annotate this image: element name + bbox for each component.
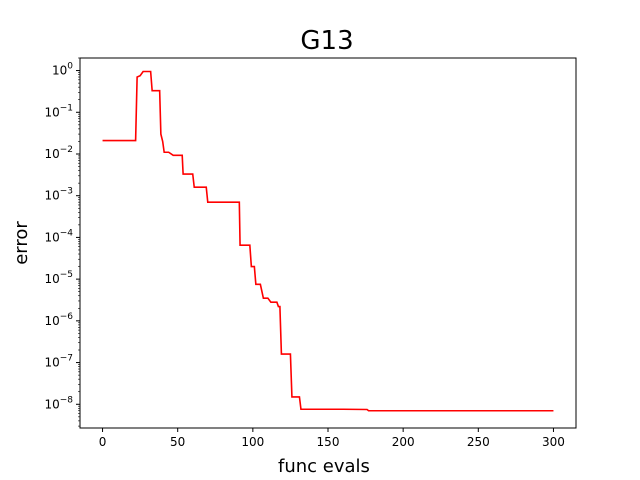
y-tick-base: 10: [44, 147, 59, 161]
x-tick-label: 150: [317, 435, 340, 449]
y-tick-label: 10−3: [44, 187, 73, 203]
y-tick-label: 10−5: [44, 270, 73, 286]
y-tick-label: 10−7: [44, 354, 73, 370]
x-tick-label: 100: [241, 435, 264, 449]
y-tick-base: 10: [52, 64, 67, 78]
y-tick-label: 10−6: [44, 312, 73, 328]
y-tick-exponent: −5: [60, 270, 73, 280]
y-tick-exponent: −8: [60, 395, 74, 405]
y-tick-exponent: −6: [60, 312, 74, 322]
x-tick-label: 300: [542, 435, 565, 449]
plot-frame: [79, 57, 577, 429]
y-tick-base: 10: [44, 314, 59, 328]
y-tick-exponent: −7: [60, 354, 73, 364]
y-tick-base: 10: [44, 356, 59, 370]
y-tick-exponent: 0: [67, 62, 73, 72]
y-tick-base: 10: [44, 230, 59, 244]
y-tick-exponent: −3: [60, 187, 73, 197]
y-tick-base: 10: [44, 397, 59, 411]
y-tick-base: 10: [44, 272, 59, 286]
y-tick-exponent: −2: [60, 145, 73, 155]
y-tick-exponent: −4: [60, 228, 74, 238]
y-tick-label: 10−4: [44, 228, 73, 244]
y-tick-label: 10−2: [44, 145, 73, 161]
x-tick-label: 50: [170, 435, 185, 449]
x-axis-ticks: 0 50 100 150 200 250 300: [99, 428, 565, 449]
y-tick-label: 100: [52, 62, 73, 78]
chart-title: G13: [300, 26, 353, 56]
x-axis-label: func evals: [278, 456, 370, 477]
series-line: [102, 70, 554, 412]
y-tick-label: 10−8: [44, 395, 73, 411]
y-tick-exponent: −1: [60, 103, 73, 113]
y-axis-label: error: [11, 221, 32, 265]
y-tick-label: 10−1: [44, 103, 73, 119]
x-tick-label: 0: [99, 435, 107, 449]
y-tick-base: 10: [44, 189, 59, 203]
y-tick-base: 10: [44, 105, 59, 119]
x-tick-label: 250: [467, 435, 490, 449]
x-tick-label: 200: [392, 435, 415, 449]
